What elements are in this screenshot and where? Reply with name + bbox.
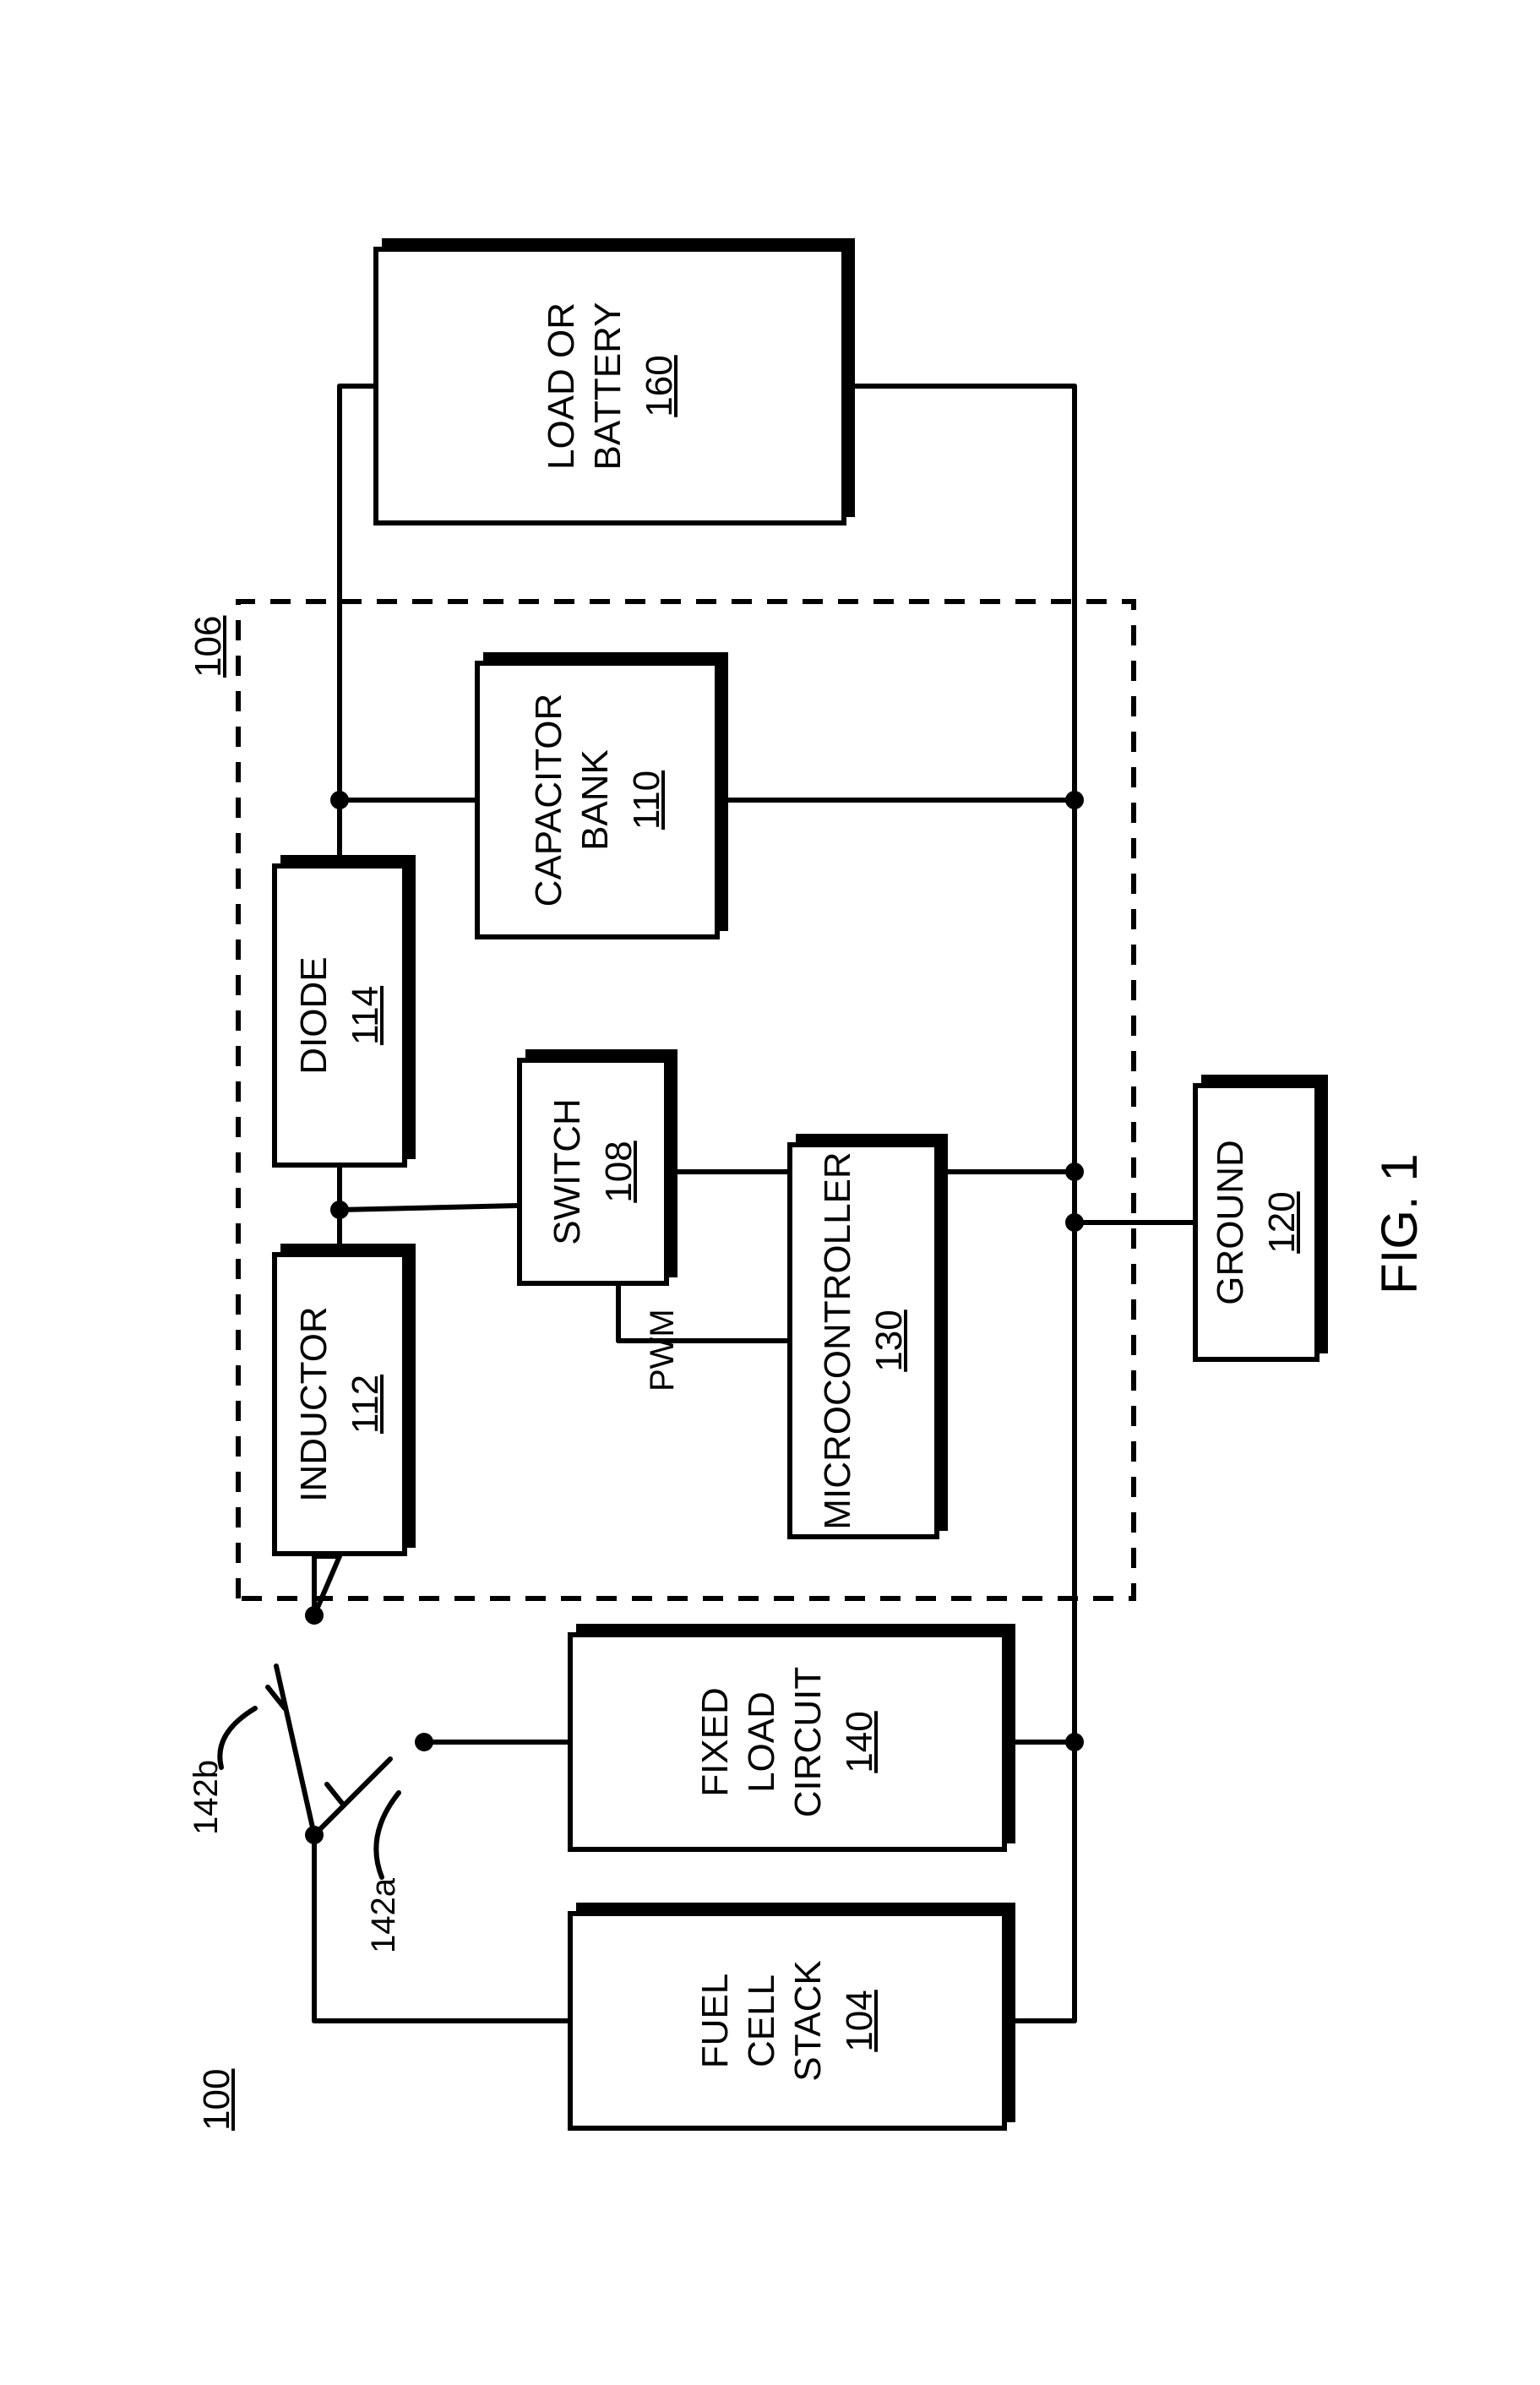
capacitor-bank-block: CAPACITOR BANK110	[475, 661, 720, 939]
fuel-cell-stack-block-ref: 104	[836, 1990, 883, 2051]
ground-block: GROUND120	[1193, 1083, 1320, 1362]
capacitor-bank-block-ref: 110	[623, 770, 669, 829]
capacitor-bank-block-label: CAPACITOR BANK	[525, 693, 618, 907]
load-or-battery-block-ref: 160	[635, 355, 682, 417]
inductor-block: INDUCTOR112	[272, 1252, 407, 1556]
load-or-battery-block-label: LOAD OR BATTERY	[537, 302, 630, 470]
fuel-cell-stack-block: FUEL CELL STACK104	[568, 1911, 1007, 2131]
microcontroller-block: MICROCONTROLLER130	[787, 1142, 939, 1539]
ground-block-ref: 120	[1259, 1191, 1305, 1253]
dashed-box-ref: 106	[188, 615, 230, 677]
ground-block-label: GROUND	[1207, 1140, 1254, 1305]
diode-block: DIODE114	[272, 863, 407, 1168]
diode-block-label: DIODE	[291, 956, 337, 1074]
switch-block-label: SWITCH	[544, 1098, 590, 1245]
microcontroller-block-ref: 130	[866, 1310, 912, 1371]
pwm-label: PWM	[644, 1309, 682, 1391]
switch-ref-142a: 142a	[365, 1878, 403, 1953]
fixed-load-circuit-block: FIXED LOAD CIRCUIT140	[568, 1632, 1007, 1852]
switch-ref-142b: 142b	[188, 1760, 226, 1835]
switch-block: SWITCH108	[517, 1058, 669, 1286]
inductor-block-ref: 112	[342, 1374, 389, 1433]
inductor-block-label: INDUCTOR	[291, 1306, 337, 1501]
switch-block-ref: 108	[596, 1141, 642, 1202]
figure-caption: FIG. 1	[1370, 1153, 1428, 1294]
figure-ref-100: 100	[196, 2068, 238, 2130]
fuel-cell-stack-block-label: FUEL CELL STACK	[692, 1960, 831, 2081]
fixed-load-circuit-block-label: FIXED LOAD CIRCUIT	[692, 1666, 831, 1816]
load-or-battery-block: LOAD OR BATTERY160	[373, 247, 846, 525]
fixed-load-circuit-block-ref: 140	[836, 1711, 883, 1772]
diode-block-ref: 114	[342, 985, 389, 1044]
microcontroller-block-label: MICROCONTROLLER	[814, 1152, 861, 1529]
